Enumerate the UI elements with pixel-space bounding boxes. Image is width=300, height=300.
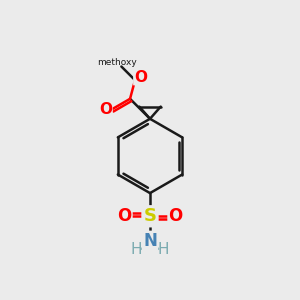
Text: O: O bbox=[134, 70, 147, 85]
Text: O: O bbox=[168, 207, 182, 225]
Text: O: O bbox=[99, 102, 112, 117]
Text: S: S bbox=[143, 207, 157, 225]
Text: O: O bbox=[118, 207, 132, 225]
Text: H: H bbox=[158, 242, 170, 257]
Text: methoxy: methoxy bbox=[97, 58, 137, 67]
Text: N: N bbox=[143, 232, 157, 250]
Text: H: H bbox=[130, 242, 142, 257]
